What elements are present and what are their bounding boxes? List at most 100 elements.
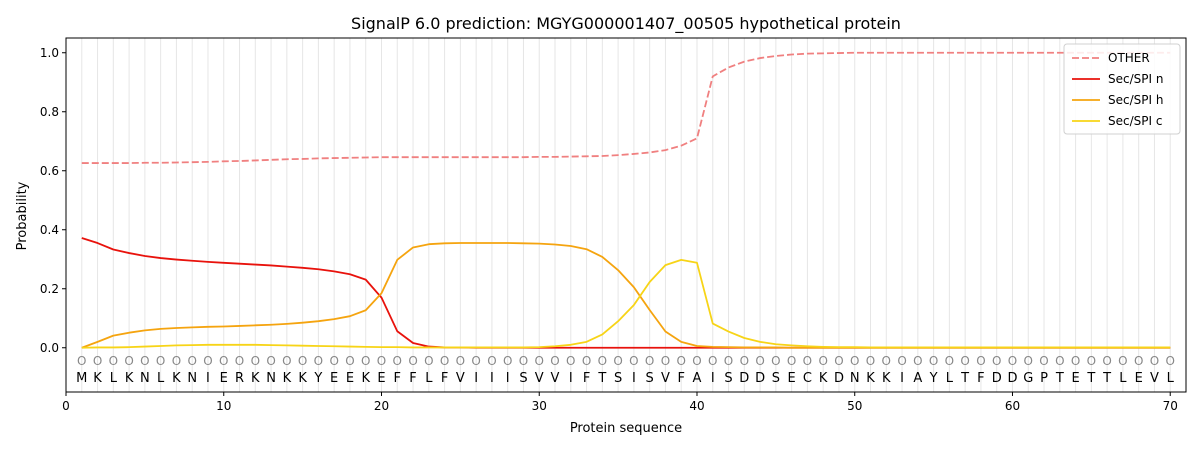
position-marker: O (1008, 354, 1017, 368)
position-marker: O (676, 354, 685, 368)
sequence-letter: E (346, 371, 354, 386)
position-marker: O (913, 354, 922, 368)
position-marker: O (566, 354, 575, 368)
position-marker: O (503, 354, 512, 368)
y-tick-label: 0.8 (40, 105, 59, 119)
sequence-letter: K (93, 371, 102, 386)
position-marker: O (235, 354, 244, 368)
position-marker: O (203, 354, 212, 368)
legend-label: Sec/SPI c (1108, 114, 1162, 128)
position-marker: O (519, 354, 528, 368)
sequence-letter: I (569, 371, 573, 386)
sequence-letter: K (125, 371, 134, 386)
sequence-letter: V (1150, 371, 1159, 386)
sequence-letter: P (1040, 371, 1048, 386)
sequence-letter: E (377, 371, 385, 386)
position-marker: O (124, 354, 133, 368)
y-tick-label: 0.6 (40, 164, 59, 178)
position-marker: O (929, 354, 938, 368)
position-marker: O (393, 354, 402, 368)
position-marker: O (282, 354, 291, 368)
sequence-letter: K (283, 371, 292, 386)
x-tick-label: 60 (1005, 399, 1020, 413)
position-marker: O (692, 354, 701, 368)
position-marker: O (251, 354, 260, 368)
position-marker: O (140, 354, 149, 368)
series-lines (81, 51, 1171, 349)
sequence-letter: I (474, 371, 478, 386)
sequence-letter: E (330, 371, 338, 386)
position-marker: O (850, 354, 859, 368)
position-marker: O (156, 354, 165, 368)
x-tick-label: 20 (374, 399, 389, 413)
sequence-letter: M (76, 371, 87, 386)
x-tick-label: 0 (62, 399, 70, 413)
y-tick-label: 0.2 (40, 282, 59, 296)
position-marker: O (109, 354, 118, 368)
sequence-letter: N (850, 371, 860, 386)
position-marker: O (1165, 354, 1174, 368)
sequence-letter: D (739, 371, 749, 386)
series-line-sec-spi-h (81, 242, 1171, 349)
sequence-letter: L (946, 371, 954, 386)
sequence-letter: I (632, 371, 636, 386)
sequence-letter: K (172, 371, 181, 386)
series-line-sec-spi-n (81, 237, 1171, 349)
sequence-letter: K (866, 371, 875, 386)
y-axis: 0.0 0.2 0.4 0.6 0.8 1.0 (40, 46, 66, 355)
sequence-letter: A (913, 371, 922, 386)
position-marker: O (1071, 354, 1080, 368)
position-marker: O (598, 354, 607, 368)
sequence-letter: T (1086, 371, 1095, 386)
position-marker: O (329, 354, 338, 368)
position-marker: O (1039, 354, 1048, 368)
position-marker: O (487, 354, 496, 368)
position-marker: O (424, 354, 433, 368)
position-marker: O (897, 354, 906, 368)
sequence-letter: T (1055, 371, 1064, 386)
sequence-letter: I (506, 371, 510, 386)
position-marker: O (1150, 354, 1159, 368)
position-marker: O (740, 354, 749, 368)
sequence-letter: V (456, 371, 465, 386)
chart-title: SignalP 6.0 prediction: MGYG000001407_00… (351, 14, 901, 34)
position-marker: O (377, 354, 386, 368)
position-marker: O (1118, 354, 1127, 368)
legend-label: Sec/SPI h (1108, 93, 1163, 107)
series-line-other (81, 51, 1171, 164)
position-marker: O (187, 354, 196, 368)
legend: OTHER Sec/SPI n Sec/SPI h Sec/SPI c (1063, 43, 1181, 135)
sequence-letter: V (661, 371, 670, 386)
position-marker: O (582, 354, 591, 368)
sequence-letter: N (266, 371, 276, 386)
position-marker: O (314, 354, 323, 368)
sequence-letter: K (298, 371, 307, 386)
sequence-letter: L (1119, 371, 1127, 386)
position-marker: O (803, 354, 812, 368)
position-marker: O (629, 354, 638, 368)
y-tick-label: 0.0 (40, 341, 59, 355)
sequence-letter: D (1007, 371, 1017, 386)
position-marker: O (345, 354, 354, 368)
x-tick-label: 30 (532, 399, 547, 413)
sequence-letter: E (220, 371, 228, 386)
position-marker: O (1102, 354, 1111, 368)
vertical-grid (81, 38, 1171, 392)
sequence-letter: K (819, 371, 828, 386)
position-marker: O (266, 354, 275, 368)
sequence-letter: T (597, 371, 606, 386)
x-axis-label: Protein sequence (570, 421, 682, 436)
x-tick-label: 10 (216, 399, 231, 413)
sequence-letter: D (755, 371, 765, 386)
sequence-letter: L (1167, 371, 1175, 386)
sequence-letter: I (711, 371, 715, 386)
sequence-letter: I (490, 371, 494, 386)
series-line-sec-spi-c (81, 258, 1171, 349)
position-marker: O (771, 354, 780, 368)
sequence-letter: V (551, 371, 560, 386)
position-marker: O (834, 354, 843, 368)
sequence-letter: L (425, 371, 433, 386)
position-marker: O (960, 354, 969, 368)
